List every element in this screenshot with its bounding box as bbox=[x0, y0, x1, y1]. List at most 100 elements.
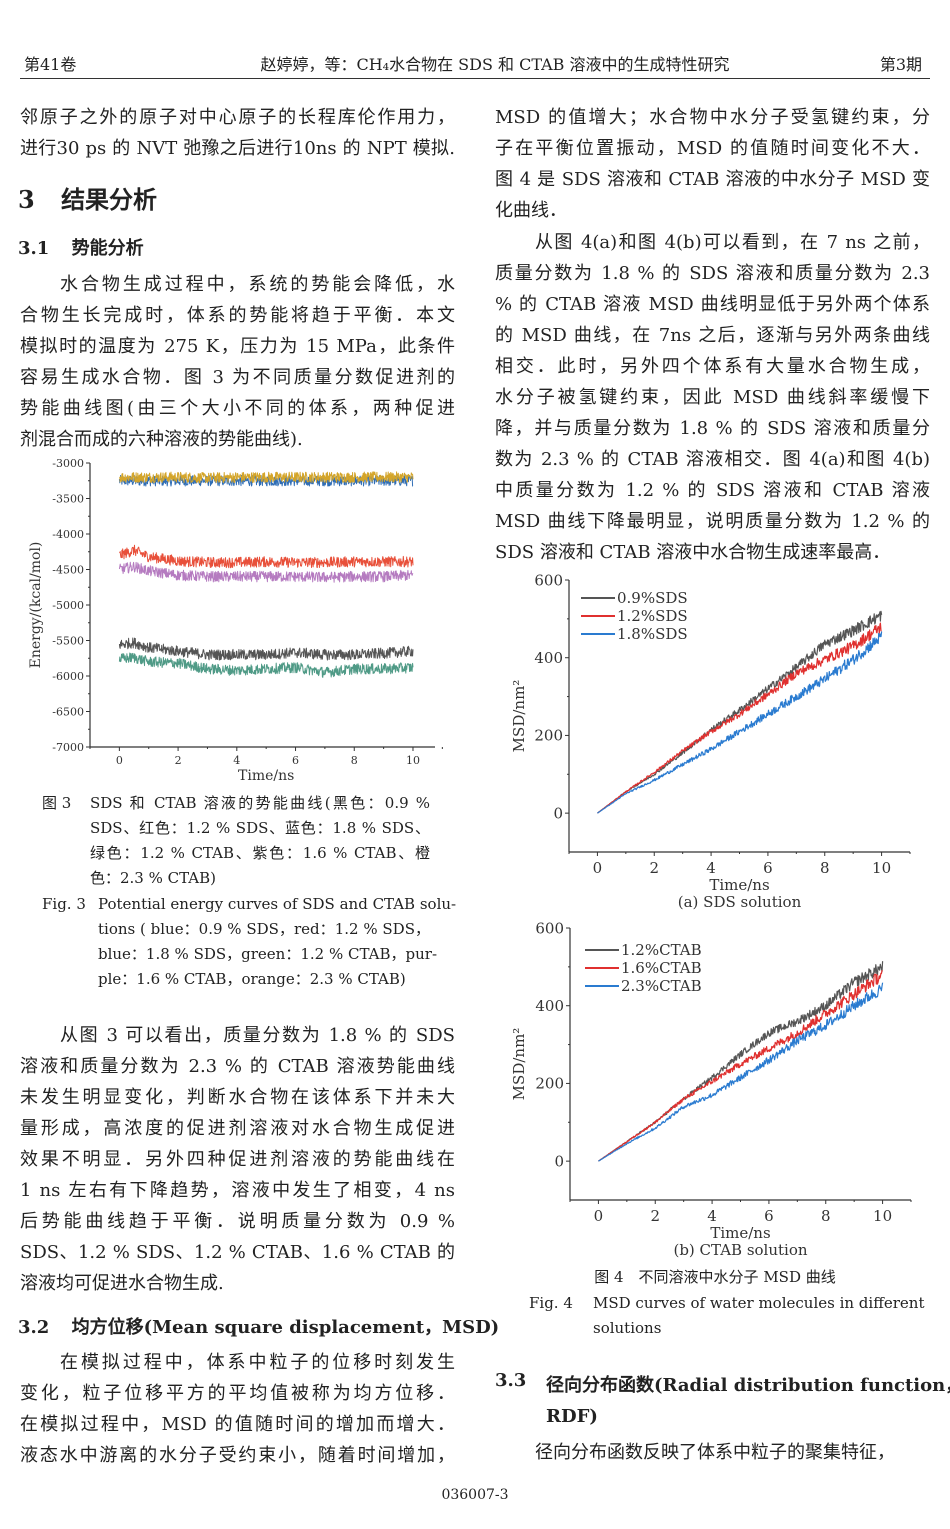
y-tick-label: 600 bbox=[535, 919, 564, 937]
text-line: 溶液均可促进水合物生成. bbox=[20, 1273, 224, 1294]
caption-line: ple：1.6 % CTAB，orange：2.3 % CTAB) bbox=[98, 970, 406, 988]
series-line-0 bbox=[597, 610, 883, 814]
caption-line: Potential energy curves of SDS and CTAB … bbox=[98, 895, 457, 913]
section-3-1-heading: 3.1 势能分析 bbox=[18, 234, 144, 260]
text-line: 径向分布函数反映了体系中粒子的聚集特征， bbox=[535, 1442, 895, 1463]
series-line-1 bbox=[119, 471, 414, 484]
figure-4b-msd-chart: 0 200 400 600 0 2 4 6 8 10 Time/ns MSD/nm² (b) CTAB … bbox=[510, 919, 912, 1259]
legend-label: 1.8%SDS bbox=[617, 625, 688, 643]
y-tick-label: 200 bbox=[534, 727, 563, 745]
text-line: 1 ns 左右有下降趋势，溶液中发生了相变，4 ns bbox=[20, 1180, 455, 1201]
section-number: 3 bbox=[18, 185, 35, 214]
caption-line: blue：1.8 % SDS，green：1.2 % CTAB，pur- bbox=[98, 945, 438, 963]
y-tick-label: 400 bbox=[534, 649, 563, 667]
caption-line: MSD curves of water molecules in differe… bbox=[593, 1294, 925, 1312]
text-line: 子在平衡位置振动，MSD 的值随时间变化不大． bbox=[495, 138, 930, 159]
text-line: 相交．此时，另外四个体系有大量水合物生成， bbox=[495, 356, 930, 377]
text-line: 模拟时的温度为 275 K，压力为 15 MPa，此条件 bbox=[20, 336, 455, 357]
y-tick-label: 600 bbox=[534, 571, 563, 589]
legend-label: 1.2%SDS bbox=[617, 607, 688, 625]
text-line: 合物生长完成时，体系的势能将趋于平衡．本文 bbox=[20, 305, 455, 326]
x-tick-label: 0 bbox=[116, 754, 123, 767]
paragraph-6: 径向分布函数反映了体系中粒子的聚集特征， bbox=[495, 1437, 930, 1468]
running-title: 赵婷婷，等：CH₄水合物在 SDS 和 CTAB 溶液中的生成特性研究 bbox=[260, 55, 730, 74]
section-title: 结果分析 bbox=[61, 185, 158, 214]
caption-line: 色：2.3 % CTAB) bbox=[90, 869, 217, 887]
series-line-2 bbox=[119, 544, 414, 569]
text-line: 势能曲线图(由三个大小不同的体系，两种促进 bbox=[20, 398, 455, 419]
x-tick-label: 4 bbox=[233, 754, 240, 767]
y-tick-label: 400 bbox=[535, 997, 564, 1015]
caption-line: 绿色：1.2 % CTAB、紫色：1.6 % CTAB、橙 bbox=[90, 844, 430, 862]
caption-label: Fig. 3 bbox=[42, 895, 86, 913]
series-line-3 bbox=[118, 561, 414, 583]
section-3-heading: 3 结果分析 bbox=[18, 180, 157, 215]
y-tick-label: -4500 bbox=[52, 563, 84, 576]
y-axis-label: MSD/nm² bbox=[510, 680, 528, 753]
section-number: 3.3 bbox=[495, 1370, 527, 1391]
volume-label: 第41卷 bbox=[24, 55, 77, 74]
legend-label: 1.2%CTAB bbox=[621, 941, 702, 959]
text-line: 中质量分数为 1.2 % 的 SDS 溶液和 CTAB 溶液 bbox=[495, 480, 930, 501]
text-line: 邻原子之外的原子对中心原子的长程库伦作用力， bbox=[20, 107, 455, 128]
text-line: 数为 2.3 % 的 CTAB 溶液相交．图 4(a)和图 4(b) bbox=[495, 449, 930, 470]
x-tick-label: 6 bbox=[763, 859, 773, 877]
x-tick-label: 2 bbox=[650, 1207, 660, 1225]
x-tick-label: 0 bbox=[594, 1207, 604, 1225]
issue-label: 第3期 bbox=[879, 55, 922, 74]
heading-line: RDF) bbox=[546, 1406, 598, 1427]
text-line: 变化，粒子位移平方的平均值被称为均方位移． bbox=[20, 1383, 455, 1404]
x-tick-label: 8 bbox=[351, 754, 358, 767]
text-line: 未发生明显变化，判断水合物在该体系下并未大 bbox=[20, 1087, 455, 1108]
legend-label: 1.6%CTAB bbox=[621, 959, 702, 977]
paragraph-1: 水合物生成过程中，系统的势能会降低，水合物生长完成时，体系的势能将趋于平衡．本文… bbox=[20, 269, 455, 455]
text-line: MSD 曲线下降最明显，说明质量分数为 1.2 % 的 bbox=[495, 511, 930, 532]
series-line-2 bbox=[598, 982, 884, 1162]
series-line-5 bbox=[118, 652, 414, 678]
series-line-1 bbox=[597, 622, 882, 814]
x-tick-label: 8 bbox=[820, 859, 830, 877]
legend-label: 0.9%SDS bbox=[617, 589, 688, 607]
text-line: 剂混合而成的六种溶液的势能曲线). bbox=[20, 429, 303, 450]
text-line: 液态水中游离的水分子受约束小，随着时间增加， bbox=[20, 1445, 455, 1466]
caption-line: tions ( blue：0.9 % SDS，red：1.2 % SDS， bbox=[98, 920, 430, 938]
series-line-1 bbox=[598, 969, 883, 1162]
paragraph-4: MSD 的值增大；水合物中水分子受氢键约束，分 子在平衡位置振动，MSD 的值随时… bbox=[495, 102, 930, 226]
paragraph-3: 在模拟过程中，体系中粒子的位移时刻发生变化，粒子位移平方的平均值被称为均方位移．… bbox=[20, 1347, 455, 1471]
y-tick-label: -3500 bbox=[52, 492, 84, 505]
series-line-4 bbox=[118, 637, 414, 661]
section-title: 势能分析 bbox=[71, 238, 144, 259]
y-axis-label: Energy/(kcal/mol) bbox=[28, 542, 44, 669]
text-line: 水合物生成过程中，系统的势能会降低，水 bbox=[60, 274, 455, 295]
legend-label: 2.3%CTAB bbox=[621, 977, 702, 995]
text-line: 在模拟过程中，体系中粒子的位移时刻发生 bbox=[60, 1352, 455, 1373]
text-line: 从图 4(a)和图 4(b)可以看到，在 7 ns 之前， bbox=[535, 232, 930, 253]
x-tick-label: 6 bbox=[292, 754, 299, 767]
text-line: 水分子被氢键约束，因此 MSD 曲线斜率缓慢下 bbox=[495, 387, 930, 408]
chart-subtitle: (a) SDS solution bbox=[678, 893, 802, 911]
text-line: 溶液和质量分数为 2.3 % 的 CTAB 溶液势能曲线 bbox=[20, 1056, 455, 1077]
page-number: 036007-3 bbox=[441, 1487, 509, 1503]
text-line: 化曲线． bbox=[495, 200, 567, 221]
text-line: 的 MSD 曲线，在 7ns 之后，逐渐与另外两条曲线 bbox=[495, 325, 930, 346]
y-tick-label: -5000 bbox=[52, 599, 84, 612]
paragraph-2: 从图 3 可以看出，质量分数为 1.8 % 的 SDS 溶液和质量分数为 2.3 … bbox=[20, 1020, 455, 1299]
text-line: SDS、1.2 % SDS、1.2 % CTAB、1.6 % CTAB 的 bbox=[20, 1242, 455, 1263]
text-line: 质量分数为 1.8 % 的 SDS 溶液和质量分数为 2.3 bbox=[495, 263, 930, 284]
series-line-2 bbox=[597, 631, 883, 814]
figure-3-energy-chart: -3000 -3500 -4000 -4500 -5000 -5500 -6000 -6500… bbox=[28, 457, 443, 784]
caption-label: 图 3 bbox=[42, 794, 72, 812]
x-tick-label: 10 bbox=[406, 754, 420, 767]
x-axis-label: Time/ns bbox=[238, 768, 294, 784]
x-tick-label: 0 bbox=[593, 859, 603, 877]
text-line: 图 4 是 SDS 溶液和 CTAB 溶液的中水分子 MSD 变 bbox=[495, 169, 930, 190]
x-axis-label: Time/ns bbox=[710, 1224, 770, 1242]
paragraph-5: 从图 4(a)和图 4(b)可以看到，在 7 ns 之前， 质量分数为 1.8 %… bbox=[495, 227, 930, 568]
section-title: 均方位移(Mean square displacement，MSD) bbox=[71, 1317, 500, 1338]
section-number: 3.2 bbox=[18, 1317, 50, 1338]
intro-paragraph: 邻原子之外的原子对中心原子的长程库伦作用力， 进行30 ps 的 NVT 弛豫之后… bbox=[20, 102, 455, 164]
text-line: SDS 溶液和 CTAB 溶液中水合物生成速率最高． bbox=[495, 542, 891, 563]
text-line: MSD 的值增大；水合物中水分子受氢键约束，分 bbox=[495, 107, 930, 128]
x-tick-label: 2 bbox=[175, 754, 182, 767]
text-line: 量形成，高浓度的促进剂溶液对水合物生成促进 bbox=[20, 1118, 455, 1139]
